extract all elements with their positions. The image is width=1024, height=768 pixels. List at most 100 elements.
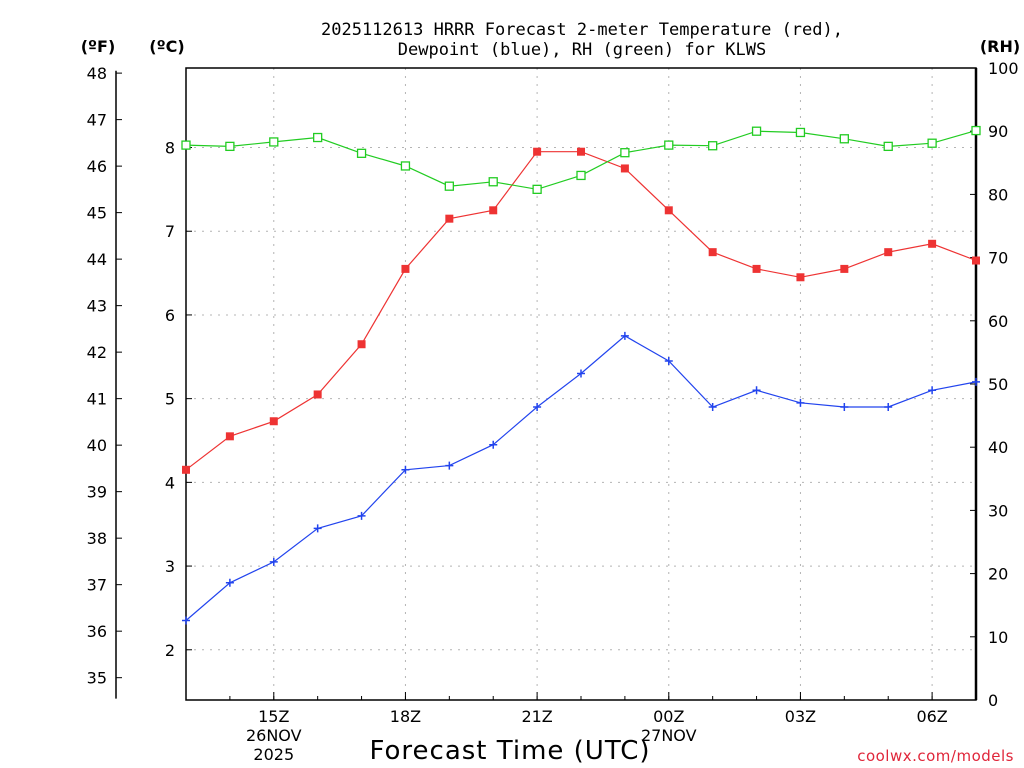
x-tick-03Z: 03Z — [785, 707, 816, 726]
temperature-series-line — [185, 151, 977, 471]
dewpoint-point-14 — [225, 578, 234, 587]
rh-series-line — [185, 130, 977, 190]
temperature-point-23 — [620, 164, 629, 173]
dewpoint-point-22 — [577, 369, 585, 378]
dewpoint-series-line — [185, 335, 977, 621]
dewpoint-point-28 — [840, 403, 849, 412]
dewpoint-point-18 — [401, 465, 410, 474]
fahrenheit-tick-42: 42 — [87, 343, 107, 362]
fahrenheit-unit-label: (ºF) — [81, 37, 116, 56]
fahrenheit-tick-37: 37 — [87, 576, 107, 595]
dewpoint-point-24 — [664, 356, 673, 365]
x-tick-00Z: 00Z — [653, 707, 684, 726]
fahrenheit-tick-35: 35 — [87, 669, 107, 688]
rh-point-14 — [225, 141, 235, 152]
dewpoint-point-30 — [928, 386, 937, 395]
temperature-point-22 — [577, 147, 585, 156]
dewpoint-point-19 — [445, 461, 454, 470]
temperature-point-24 — [664, 206, 673, 215]
rh-point-19 — [444, 181, 454, 191]
x-tick-date-15Z: 26NOV — [246, 726, 302, 745]
temperature-point-29 — [884, 248, 893, 257]
rh-point-17 — [356, 148, 367, 158]
x-axis-label: Forecast Time (UTC) — [369, 736, 650, 766]
temperature-point-14 — [225, 432, 234, 441]
celsius-unit-label: (ºC) — [149, 37, 184, 56]
rh-point-18 — [400, 161, 411, 171]
dewpoint-point-27 — [796, 398, 805, 407]
fahrenheit-tick-36: 36 — [87, 622, 107, 641]
temperature-point-17 — [357, 340, 366, 349]
x-tick-18Z: 18Z — [390, 707, 421, 726]
celsius-tick-4: 4 — [165, 473, 175, 492]
rh-unit-label: (RH) — [980, 37, 1020, 56]
rh-point-24 — [664, 140, 674, 150]
temperature-point-30 — [928, 239, 937, 248]
rh-point-30 — [927, 138, 937, 148]
temperature-point-28 — [840, 264, 849, 273]
fahrenheit-tick-48: 48 — [87, 64, 107, 83]
fahrenheit-tick-47: 47 — [87, 111, 107, 130]
chart-title-line1: 2025112613 HRRR Forecast 2-meter Tempera… — [321, 20, 843, 40]
fahrenheit-tick-39: 39 — [87, 483, 107, 502]
celsius-tick-5: 5 — [165, 390, 175, 409]
fahrenheit-tick-46: 46 — [87, 157, 107, 176]
rh-point-21 — [532, 184, 542, 194]
chart-title-line2: Dewpoint (blue), RH (green) for KLWS — [398, 40, 766, 60]
temperature-point-19 — [445, 214, 454, 223]
rh-point-28 — [839, 134, 849, 144]
rh-tick-50: 50 — [988, 375, 1008, 394]
rh-point-22 — [576, 170, 586, 181]
rh-point-23 — [620, 148, 630, 158]
axes — [115, 67, 978, 701]
rh-point-26 — [751, 126, 762, 136]
rh-tick-60: 60 — [988, 312, 1008, 331]
rh-point-16 — [313, 132, 323, 143]
watermark: coolwx.com/models — [857, 747, 1014, 765]
fahrenheit-tick-44: 44 — [87, 250, 107, 269]
x-tick-06Z: 06Z — [916, 707, 947, 726]
data-series — [181, 125, 981, 625]
temperature-point-20 — [489, 206, 498, 215]
celsius-tick-7: 7 — [165, 222, 175, 241]
rh-point-25 — [708, 141, 718, 151]
rh-tick-90: 90 — [988, 122, 1008, 141]
temperature-point-27 — [796, 273, 805, 282]
temperature-point-16 — [313, 390, 322, 399]
dewpoint-point-17 — [357, 511, 366, 520]
celsius-tick-3: 3 — [165, 557, 175, 576]
grid-lines — [186, 68, 976, 700]
rh-point-13 — [181, 140, 191, 150]
rh-point-27 — [795, 127, 806, 138]
fahrenheit-tick-40: 40 — [87, 436, 107, 455]
dewpoint-point-25 — [708, 403, 717, 412]
celsius-tick-6: 6 — [165, 306, 175, 325]
rh-point-20 — [488, 177, 498, 187]
x-tick-year-15Z: 2025 — [253, 745, 294, 764]
temperature-point-26 — [752, 264, 761, 273]
rh-tick-70: 70 — [988, 249, 1008, 268]
rh-tick-80: 80 — [988, 185, 1008, 204]
fahrenheit-tick-41: 41 — [87, 390, 107, 409]
temperature-point-13 — [182, 465, 190, 474]
rh-tick-20: 20 — [988, 565, 1008, 584]
rh-point-15 — [269, 137, 279, 147]
fahrenheit-tick-38: 38 — [87, 529, 107, 548]
rh-point-31 — [971, 125, 981, 136]
temperature-point-18 — [401, 264, 410, 273]
dewpoint-point-29 — [884, 403, 893, 412]
dewpoint-point-15 — [269, 557, 278, 566]
dewpoint-point-31 — [972, 377, 980, 386]
x-tick-21Z: 21Z — [521, 707, 552, 726]
temperature-point-21 — [533, 147, 542, 156]
x-tick-15Z: 15Z — [258, 707, 289, 726]
fahrenheit-tick-43: 43 — [87, 297, 107, 316]
rh-point-29 — [883, 141, 893, 152]
dewpoint-point-20 — [489, 440, 498, 449]
dewpoint-point-23 — [620, 331, 629, 340]
dewpoint-point-21 — [533, 403, 542, 412]
dewpoint-point-26 — [752, 386, 761, 395]
temperature-point-31 — [972, 256, 980, 265]
celsius-tick-8: 8 — [165, 139, 175, 158]
dewpoint-point-13 — [182, 616, 190, 625]
